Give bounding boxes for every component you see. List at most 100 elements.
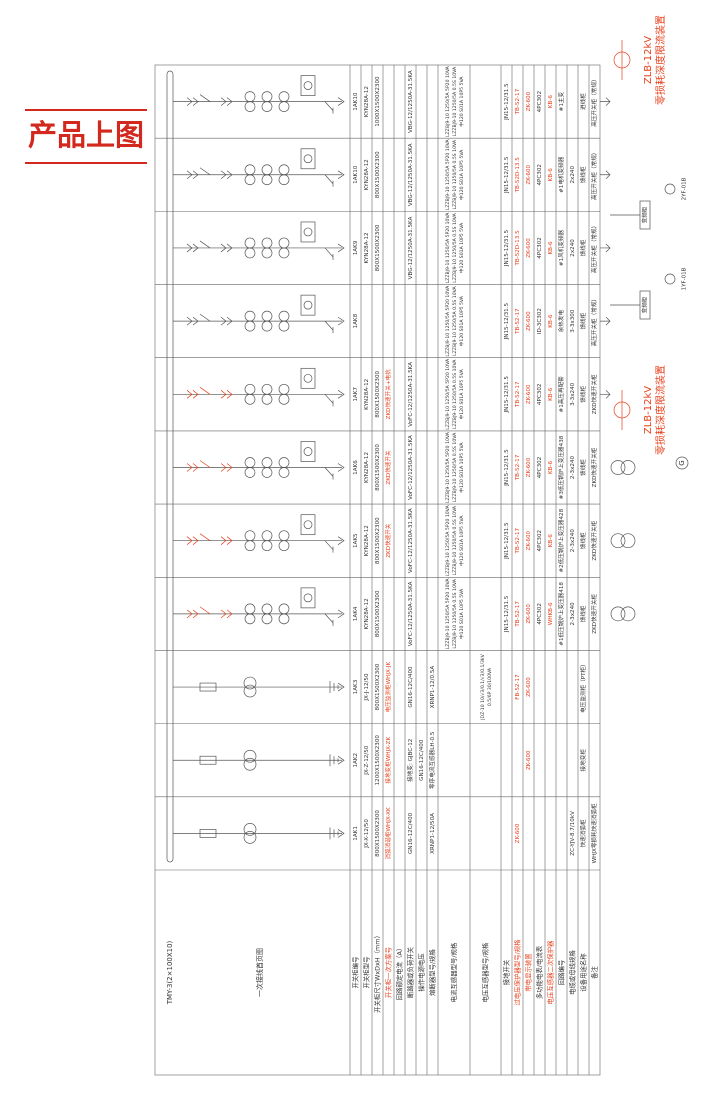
annotation: ZLB-12kV xyxy=(643,386,654,434)
row-label: 设备用途名称 xyxy=(579,953,588,992)
plug-contact xyxy=(186,390,199,399)
row-label: 带电显示装置 xyxy=(524,953,533,992)
breaker xyxy=(199,533,211,541)
display xyxy=(300,514,316,536)
column-schematic xyxy=(173,441,345,480)
generator-label: G xyxy=(678,460,686,465)
plug-contact xyxy=(220,536,233,545)
display xyxy=(300,294,316,316)
transformer xyxy=(620,460,636,475)
ct xyxy=(278,603,290,615)
ct xyxy=(261,603,273,615)
cell-text: ZKD快速开关 xyxy=(384,450,392,485)
column-schematic xyxy=(173,294,345,334)
cell-text: LZZBJ9-10 1250/5A 5P20 10VA LZZBJ9-10 125… xyxy=(445,504,465,576)
ct xyxy=(244,603,256,615)
display xyxy=(300,75,316,96)
earth-switch xyxy=(324,174,334,187)
plug-contact xyxy=(186,463,199,472)
row-label: 操作电源电压 xyxy=(417,953,426,992)
cell-text: ZKD快速开关 xyxy=(384,523,392,558)
cell-line: 0.5/6P 30/100VA xyxy=(487,667,493,706)
page-title: 产品上图 xyxy=(28,118,144,152)
cell-text: 接地变柜WHJX-ZK xyxy=(384,736,392,783)
cell-line: LZZBJ9-10 1250/5A 0.5S 10VA xyxy=(452,432,458,502)
column-schematic xyxy=(173,148,345,187)
vfd-label: 变频柜 xyxy=(641,296,649,313)
row-label: 备注 xyxy=(590,966,599,979)
cell-text: 800X1500X2300 xyxy=(375,590,381,637)
cell-line: LZZBJ9-10 1250/5A 0.5S 10VA xyxy=(452,139,458,209)
earth-switch xyxy=(324,540,334,553)
cell-text: 1AK6 xyxy=(353,460,359,475)
column-schematic xyxy=(173,587,345,626)
ct xyxy=(261,383,273,395)
cell-text: ZKD快速开关柜 xyxy=(590,374,598,414)
ct xyxy=(244,530,256,542)
plug-contact xyxy=(220,463,233,472)
cell-text: #1高压再配套 xyxy=(557,376,565,413)
ct xyxy=(244,540,256,552)
earth-switch xyxy=(324,467,334,480)
cell-text: 2x240 xyxy=(570,239,576,257)
cell-text: ZK-600 xyxy=(526,311,532,331)
cell-text: ZK-600 xyxy=(526,530,532,550)
cell-text: ZK-600 xyxy=(526,238,532,258)
cell-text: ZK-600 xyxy=(526,457,532,477)
ct xyxy=(261,320,273,332)
cell-text: 接地变: GJBC-12 xyxy=(406,739,414,782)
cell-text: VoFC-12/1250A-31.5KA xyxy=(408,362,414,427)
bus-label: TMY-3(2×100X10) xyxy=(166,940,174,1005)
cell-text: LZZBJ9-10 1250/5A 5P20 10VA LZZBJ9-10 125… xyxy=(445,65,465,137)
cell-text: 800X1500X2300 xyxy=(375,810,381,857)
cell-text: VBG-12/1250A-31.5KA xyxy=(408,70,414,133)
ct xyxy=(278,320,290,332)
row-label: 开关柜编号 xyxy=(351,957,360,989)
generator-symbol xyxy=(675,456,689,470)
row-label: 回路编号 xyxy=(557,960,566,986)
ct xyxy=(244,320,256,332)
fuse xyxy=(199,829,217,838)
ct xyxy=(244,164,256,176)
cell-text: 进线柜 xyxy=(579,93,587,110)
ct xyxy=(278,530,290,542)
cell-text: 1AK5 xyxy=(353,533,359,548)
cell-text: 余热发电 xyxy=(557,310,565,333)
cell-text: VoFC-12/1250A-31.5KA xyxy=(408,581,414,646)
display xyxy=(300,148,316,170)
cell-line: LZZBJ9-10 1250/5A 5P20 10VA xyxy=(445,431,451,503)
cell-text: JN15-12/31.5 xyxy=(504,83,510,121)
cell-text: KB-6 xyxy=(548,241,554,255)
row-label: 电压互感器型号/规格 xyxy=(481,942,490,1002)
row-label: 电压互感器二次保护器 xyxy=(546,940,555,1005)
cell-line: 中120 S01A 10P5 5VA xyxy=(458,295,465,346)
cell-line: LZZBJ9-10 1250/5A 0.5S 10VA xyxy=(452,212,458,282)
row-label: 回路额定电流（A） xyxy=(395,945,404,1001)
ct xyxy=(261,237,273,249)
breaker xyxy=(199,460,211,468)
cell-text: LZZBJ9-10 1250/5A 5P20 10VA LZZBJ9-10 125… xyxy=(445,285,465,357)
cell-text: 零序电流互感器LH-0.5 xyxy=(428,731,436,789)
cell-text: 3-3x300 xyxy=(570,309,576,333)
cell-text: ZK-600 xyxy=(515,823,521,843)
ct xyxy=(244,393,256,405)
ct xyxy=(278,247,290,259)
feeder-arrow xyxy=(337,682,345,692)
outgoing-arrow xyxy=(600,390,611,399)
earth-switch xyxy=(324,320,334,334)
cell-text: 馈线柜 xyxy=(579,166,587,183)
cell-text: KB-6 xyxy=(548,387,554,401)
cell-text: GN16-12C/400 xyxy=(419,739,425,781)
column-schematic xyxy=(173,823,345,844)
row-label: 开关柜一次方案号 xyxy=(384,947,393,998)
column-schematic xyxy=(173,514,345,553)
cell-text: ZK-600 xyxy=(526,165,532,185)
cell-text: JDZ-10 10/√3/0.1/√3/0.1/3kV 0.5/6P 30/100… xyxy=(480,653,493,720)
display-lamp xyxy=(303,81,313,90)
cell-text: #1主变 xyxy=(557,91,565,111)
ct xyxy=(244,101,256,112)
cell-text: JN15-12/31.5 xyxy=(504,449,510,487)
cell-text: ZKD快速开关+电抗 xyxy=(384,369,392,419)
transformer xyxy=(620,606,636,622)
cell-line: LZZBJ9-10 1250/5A 5P20 10VA xyxy=(445,285,451,357)
